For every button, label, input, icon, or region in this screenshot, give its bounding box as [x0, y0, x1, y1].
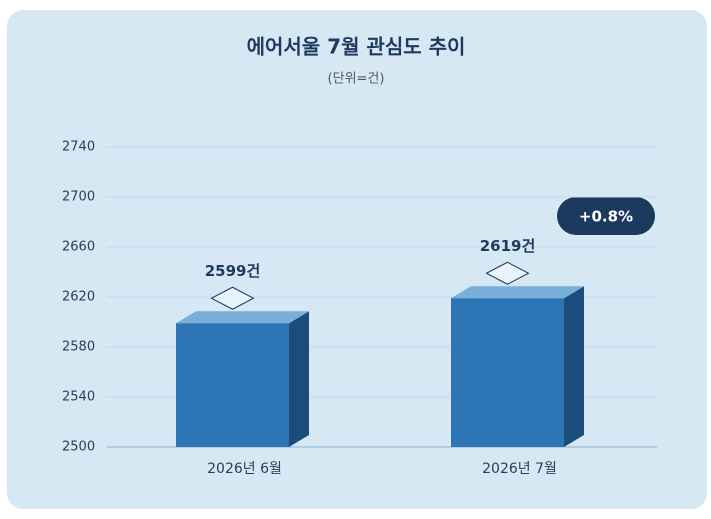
bar-top [451, 286, 584, 299]
chart-subtitle: (단위=건) [328, 72, 385, 87]
marker-diamond [210, 286, 255, 310]
x-tick-label: 2026년 7월 [482, 461, 557, 477]
x-tick-label: 2026년 6월 [207, 461, 282, 477]
y-tick-label: 2740 [62, 140, 95, 155]
y-tick-label: 2660 [62, 240, 95, 255]
y-tick-label: 2580 [62, 340, 95, 355]
bar-side [289, 311, 309, 447]
y-tick-label: 2540 [62, 390, 95, 405]
value-label: 2599건 [205, 262, 261, 280]
bar [451, 298, 564, 447]
y-tick-label: 2500 [62, 440, 95, 455]
y-tick-label: 2700 [62, 190, 95, 205]
annotation-pill [557, 197, 655, 235]
bar [176, 323, 289, 447]
value-label: 2619건 [480, 237, 536, 255]
bar-side [564, 286, 584, 447]
annotation: +0.8% [579, 208, 633, 226]
y-tick-label: 2620 [62, 290, 95, 305]
marker-diamond [485, 261, 530, 285]
bar-top [176, 311, 309, 324]
chart-title: 에어서울 7월 관심도 추이 [247, 35, 466, 59]
